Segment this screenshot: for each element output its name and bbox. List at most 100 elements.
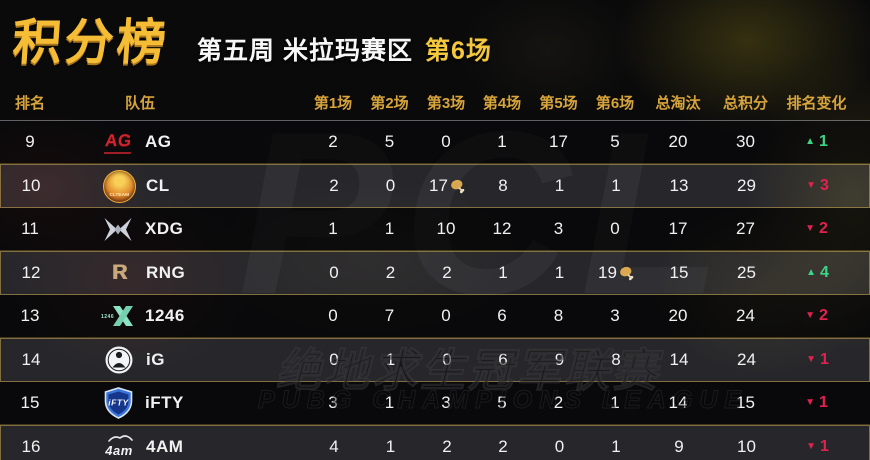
score-game4: 2 (475, 437, 531, 457)
score-value: 1 (385, 437, 396, 456)
score-value: 10 (436, 219, 456, 238)
score-value: 8 (553, 306, 564, 325)
team-name: iFTY (145, 393, 184, 412)
rank-change-value: 1 (820, 438, 829, 455)
rank-change-cell: ▲ 4 (779, 264, 856, 282)
score-game2: 1 (362, 437, 419, 457)
rank-up-icon: ▲ (806, 267, 816, 278)
team-logo-cl-icon: CLTEAM (101, 168, 137, 204)
score-value: 9 (554, 350, 565, 369)
rank-down-icon: ▼ (806, 180, 816, 191)
col-header-game1: 第1场 (313, 95, 353, 112)
rank-change-value: 2 (819, 307, 828, 324)
col-header-game6: 第6场 (595, 95, 635, 112)
score-value: 1 (385, 350, 396, 369)
score-value: 1 (611, 176, 621, 195)
score-game2: 1 (361, 393, 418, 413)
team-cell: XDG (60, 211, 305, 247)
rank-value: 10 (21, 176, 41, 195)
table-header-row: 排名 队伍 第1场 第2场 第3场 第4场 第5场 第6场 总淘汰 总积分 排名变化 (0, 85, 870, 120)
score-game6: 1 (588, 437, 644, 457)
score-game4: 6 (475, 350, 531, 370)
svg-text:4am: 4am (104, 443, 133, 458)
score-value: 1 (384, 393, 395, 412)
score-game2: 7 (361, 306, 418, 326)
team-name: 4AM (146, 437, 184, 456)
score-game6: 19 (588, 263, 644, 283)
rank-change-value: 4 (820, 264, 829, 281)
score-game1: 0 (305, 306, 361, 326)
standings-table: 排名 队伍 第1场 第2场 第3场 第4场 第5场 第6场 总淘汰 总积分 排名变化 9 AG AG 2 5… (0, 85, 870, 460)
score-value: 2 (329, 176, 339, 195)
rank-down-icon: ▼ (805, 310, 815, 321)
score-value: 6 (497, 306, 507, 325)
team-name: AG (145, 132, 172, 151)
score-value: 5 (610, 132, 620, 151)
score-value: 0 (329, 263, 339, 282)
score-game5: 3 (530, 219, 587, 239)
score-game5: 8 (530, 306, 587, 326)
col-header-rank: 排名 (14, 95, 45, 112)
score-game5: 0 (531, 437, 588, 457)
score-game6: 5 (587, 132, 643, 152)
col-header-team: 队伍 (125, 95, 156, 112)
score-game1: 0 (306, 263, 362, 283)
score-value: 1 (497, 132, 507, 151)
rank-change-cell: ▼ 1 (779, 438, 856, 456)
score-game3: 17 (419, 176, 475, 196)
score-value: 1 (610, 393, 620, 412)
score-value: 1 (328, 219, 338, 238)
score-value: 8 (611, 350, 621, 369)
rank-down-icon: ▼ (805, 223, 815, 234)
rank-value: 16 (21, 437, 41, 456)
score-value: 0 (441, 132, 451, 151)
table-row: 16 4am 4AM 4 1 2 2 0 1 9 10 ▼ 1 (0, 425, 870, 460)
score-value: 2 (498, 437, 508, 456)
team-name: iG (146, 350, 165, 369)
rank-change-cell: ▼ 3 (779, 177, 856, 195)
chicken-dinner-icon (451, 179, 465, 193)
score-game4: 8 (475, 176, 531, 196)
team-logo-xdg-icon (100, 211, 136, 247)
score-game6: 3 (587, 306, 643, 326)
rank-value: 15 (20, 393, 40, 412)
rank-down-icon: ▼ (806, 441, 816, 452)
score-game5: 17 (530, 132, 587, 152)
total-points-value: 24 (736, 306, 755, 325)
table-row: 11 XDG 1 1 10 12 3 0 17 27 ▼ 2 (0, 208, 870, 251)
score-value: 5 (497, 393, 507, 412)
total-elims-value: 13 (669, 176, 689, 195)
score-value: 0 (328, 306, 338, 325)
score-value: 5 (384, 132, 395, 151)
table-row: 9 AG AG 2 5 0 1 17 5 20 30 ▲ 1 (0, 121, 870, 164)
score-game3: 3 (418, 393, 474, 413)
rank-change-value: 2 (819, 220, 828, 237)
rank-value: 9 (25, 132, 35, 151)
score-value: 1 (554, 263, 565, 282)
rank-down-icon: ▼ (806, 354, 816, 365)
page-subtitle: 第五周 米拉玛赛区 第6场 (197, 31, 492, 67)
score-game6: 1 (587, 393, 643, 413)
rank-value: 14 (21, 350, 41, 369)
svg-text:1246: 1246 (101, 314, 114, 320)
score-game2: 0 (362, 176, 419, 196)
team-logo-ig-icon (101, 342, 137, 378)
score-game1: 3 (305, 393, 361, 413)
score-value: 0 (441, 306, 451, 325)
table-row: 13 1246 1246 0 7 0 6 8 3 20 24 ▼ 2 (0, 295, 870, 338)
score-game6: 8 (588, 350, 644, 370)
score-game3: 2 (419, 263, 475, 283)
col-header-game2: 第2场 (370, 95, 409, 112)
col-header-game5: 第5场 (539, 95, 578, 112)
team-logo-ifty-icon: iFTY (100, 385, 136, 421)
score-game4: 1 (475, 263, 531, 283)
score-value: 3 (328, 393, 338, 412)
score-value: 1 (384, 219, 395, 238)
score-value: 2 (442, 437, 452, 456)
score-value: 2 (553, 393, 564, 412)
col-header-rank-change: 排名变化 (786, 95, 847, 112)
table-body: 9 AG AG 2 5 0 1 17 5 20 30 ▲ 1 10 CLTEAM CL 2 0 17 8 1 1 13 29… (0, 120, 870, 460)
score-value: 0 (610, 219, 620, 238)
team-cell: R RNG (61, 255, 306, 291)
